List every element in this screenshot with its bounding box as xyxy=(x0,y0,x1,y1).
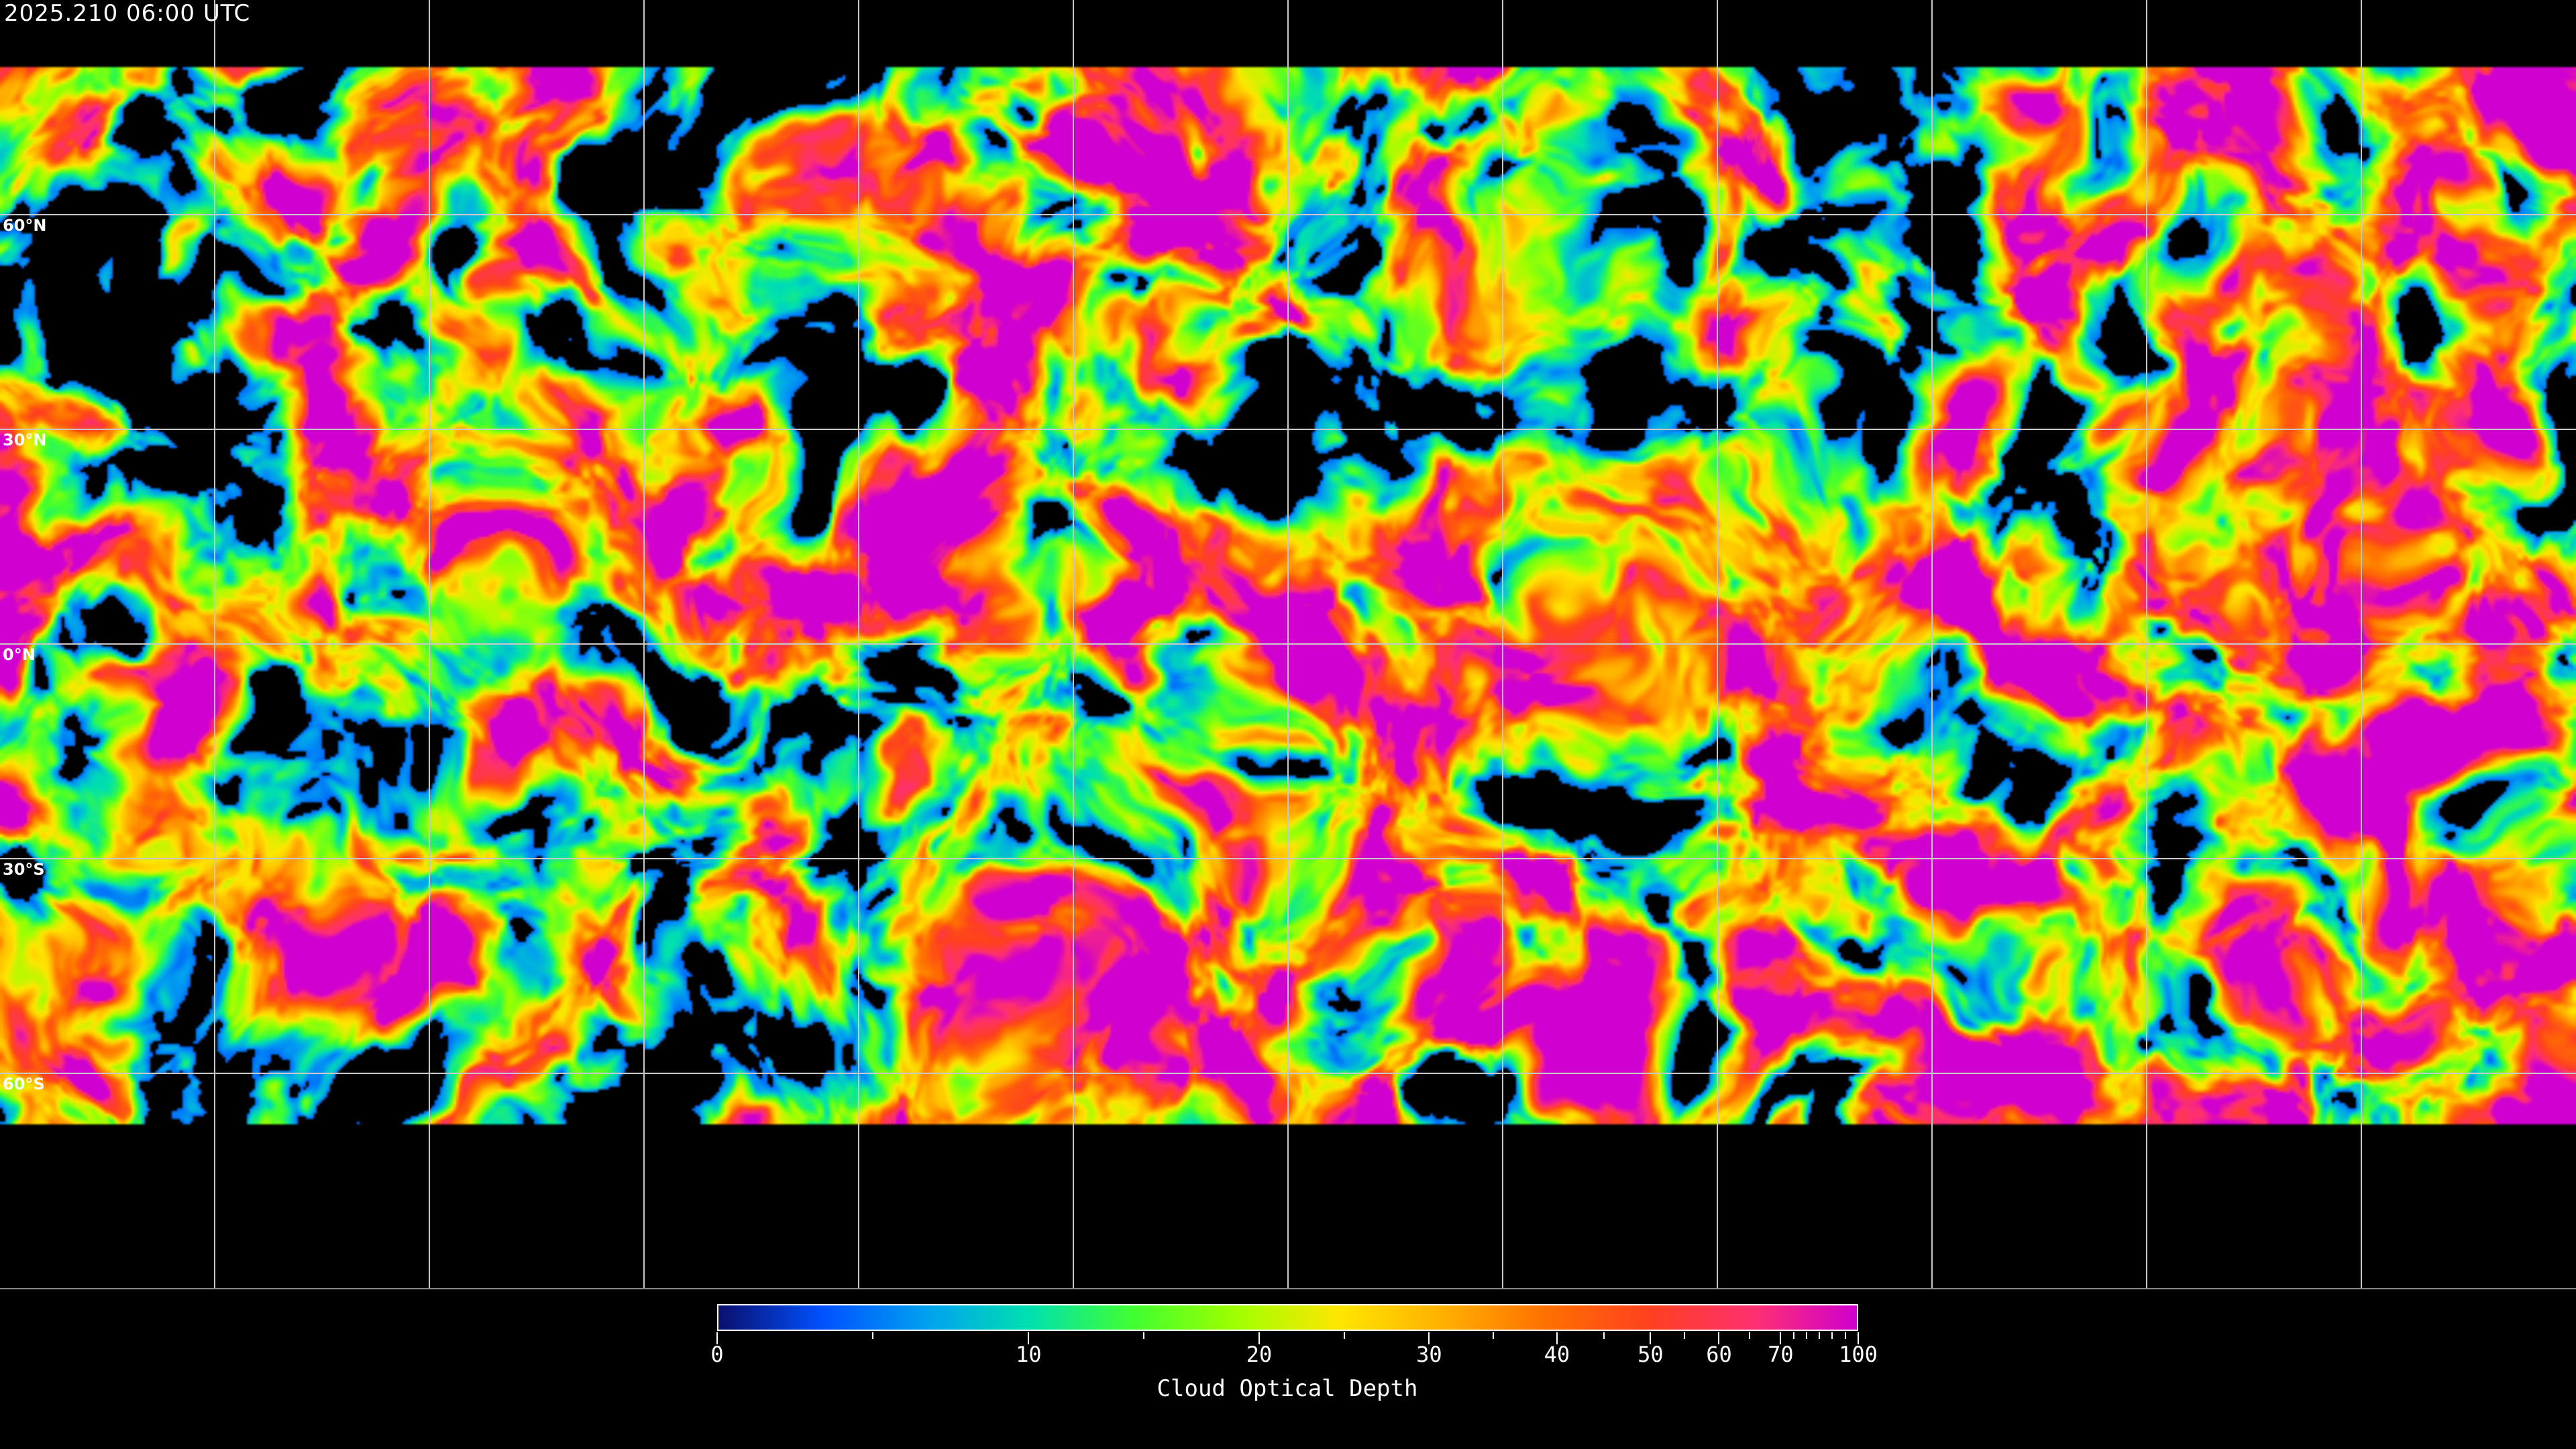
colorbar-minor-tick xyxy=(1143,1332,1145,1339)
graticule xyxy=(0,0,2576,1288)
timestamp-title: 2025.210 06:00 UTC xyxy=(4,0,251,27)
colorbar-major-tick xyxy=(1650,1332,1652,1344)
colorbar-major-tick xyxy=(1556,1332,1558,1344)
colorbar-minor-tick xyxy=(1749,1332,1751,1339)
colorbar-major-tick xyxy=(1780,1332,1782,1344)
cloud-optical-depth-map: 2025.210 06:00 UTC 60°N 30°N 0°N 30°S 60… xyxy=(0,0,2576,1289)
colorbar-tick-label: 30 xyxy=(1416,1342,1442,1367)
colorbar-minor-tick xyxy=(1684,1332,1686,1339)
colorbar-minor-tick xyxy=(1805,1332,1807,1339)
colorbar-minor-tick xyxy=(1603,1332,1605,1339)
lat-label-60n: 60°N xyxy=(3,216,47,235)
lat-label-30s: 30°S xyxy=(3,860,45,879)
colorbar-major-tick xyxy=(716,1332,718,1344)
lat-label-0: 0°N xyxy=(3,645,36,664)
colorbar xyxy=(717,1304,1858,1331)
colorbar-tick-label: 10 xyxy=(1016,1342,1042,1367)
colorbar-major-tick xyxy=(1428,1332,1430,1344)
colorbar-minor-tick xyxy=(1492,1332,1494,1339)
colorbar-tick-label: 100 xyxy=(1839,1342,1878,1367)
colorbar-minor-tick xyxy=(1343,1332,1345,1339)
colorbar-minor-tick xyxy=(1819,1332,1821,1339)
colorbar-tick-label: 0 xyxy=(710,1342,724,1367)
colorbar-title: Cloud Optical Depth xyxy=(1157,1375,1418,1402)
colorbar-tick-label: 40 xyxy=(1544,1342,1570,1367)
colorbar-major-tick xyxy=(1858,1332,1859,1344)
colorbar-minor-tick xyxy=(1831,1332,1833,1339)
colorbar-tick-label: 50 xyxy=(1638,1342,1664,1367)
colorbar-minor-tick xyxy=(872,1332,874,1339)
lat-label-30n: 30°N xyxy=(3,431,47,449)
lat-label-60s: 60°S xyxy=(3,1075,45,1093)
colorbar-major-tick xyxy=(1718,1332,1720,1344)
colorbar-tick-label: 70 xyxy=(1768,1342,1794,1367)
colorbar-minor-tick xyxy=(1844,1332,1846,1339)
colorbar-major-tick xyxy=(1028,1332,1030,1344)
colorbar-tick-label: 60 xyxy=(1706,1342,1732,1367)
colorbar-tick-label: 20 xyxy=(1246,1342,1273,1367)
colorbar-minor-tick xyxy=(1792,1332,1794,1339)
colorbar-major-tick xyxy=(1258,1332,1260,1344)
